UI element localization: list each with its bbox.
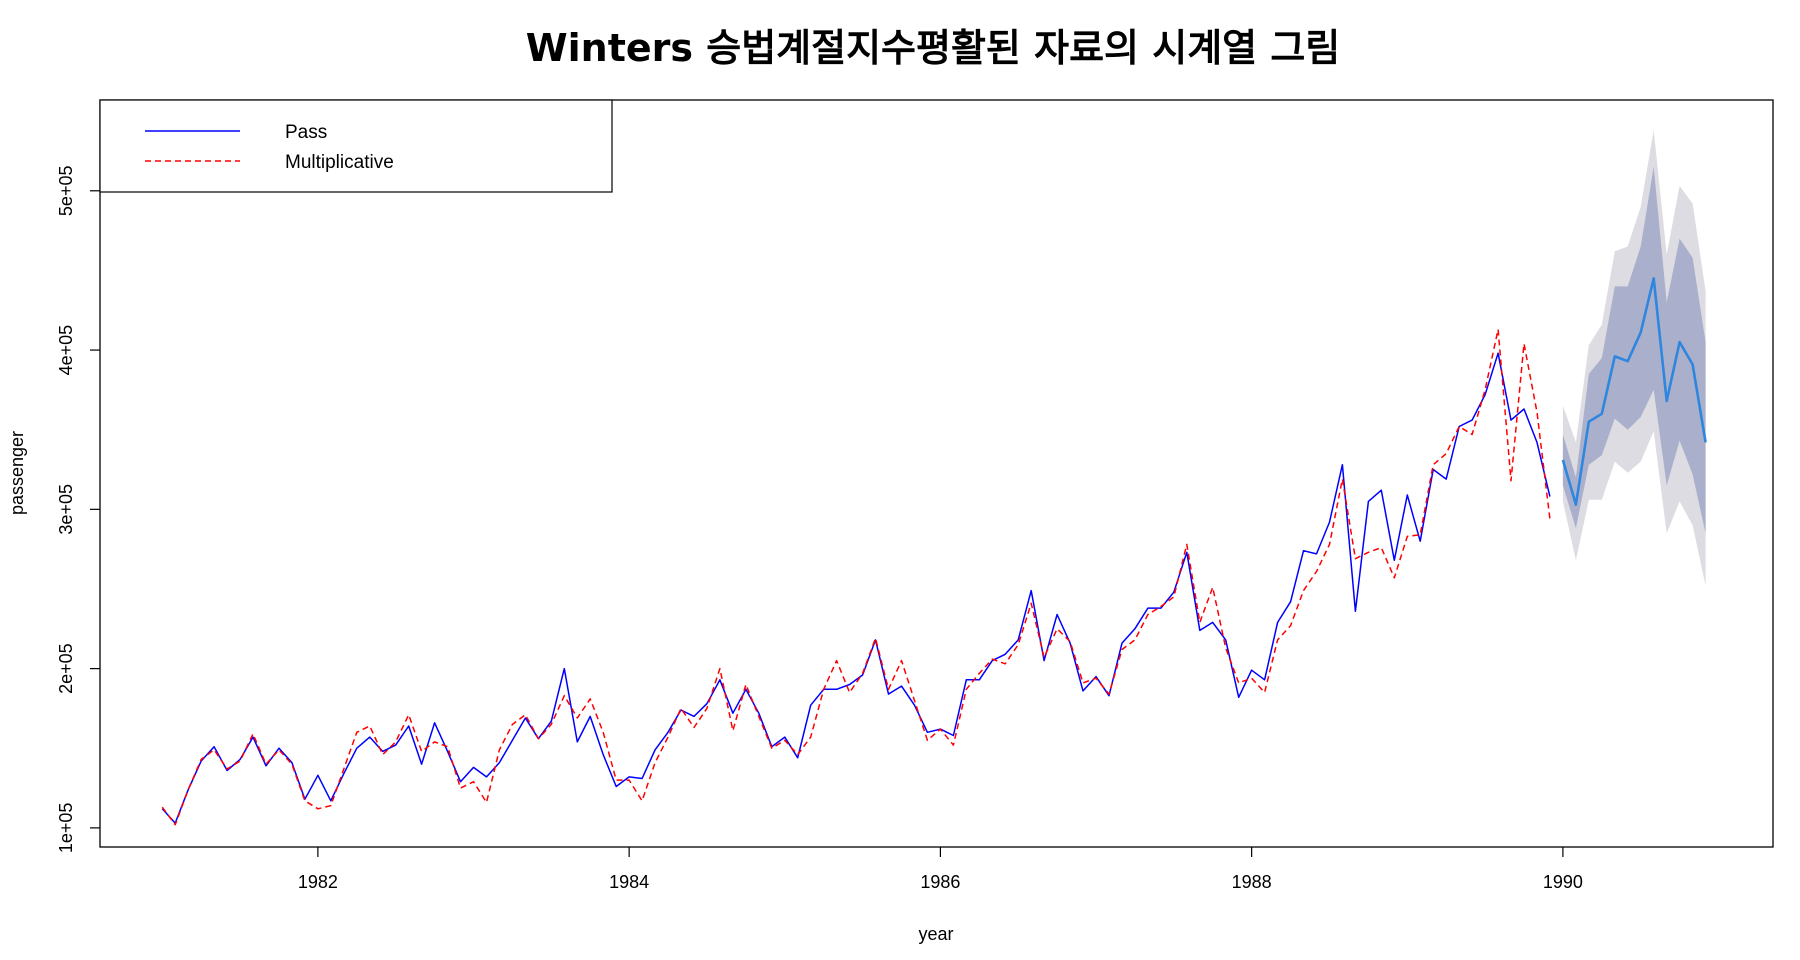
- y-axis: 1e+05 2e+05 3e+05 4e+05 5e+05: [56, 166, 100, 854]
- series-line-multiplicative: [161, 328, 1551, 826]
- legend-box: [99, 99, 613, 193]
- series-lines: [161, 277, 1707, 826]
- legend-pass-label: Pass: [285, 122, 327, 143]
- x-tick-label: 1982: [298, 872, 338, 892]
- y-axis-label: passenger: [7, 431, 27, 515]
- y-tick-label: 1e+05: [56, 803, 76, 854]
- y-tick-label: 2e+05: [56, 643, 76, 694]
- x-tick-label: 1986: [920, 872, 960, 892]
- forecast-mean-line: [1561, 277, 1707, 506]
- plot-frame: [99, 99, 1774, 848]
- x-axis-label: year: [918, 924, 953, 944]
- chart-title: Winters 승법계절지수평활된 자료의 시계열 그림: [526, 26, 1341, 70]
- legend: Pass Multiplicative: [99, 99, 613, 193]
- x-tick-label: 1990: [1543, 872, 1583, 892]
- x-axis: 1982 1984 1986 1988 1990: [298, 847, 1583, 892]
- y-tick-label: 5e+05: [56, 166, 76, 217]
- forecast-intervals: [1562, 130, 1706, 586]
- x-tick-label: 1984: [609, 872, 649, 892]
- y-tick-label: 4e+05: [56, 325, 76, 376]
- forecast-band-80: [1562, 166, 1706, 534]
- y-tick-label: 3e+05: [56, 484, 76, 535]
- legend-multiplicative-label: Multiplicative: [285, 152, 394, 173]
- series-line-pass: [161, 352, 1551, 824]
- x-tick-label: 1988: [1232, 872, 1272, 892]
